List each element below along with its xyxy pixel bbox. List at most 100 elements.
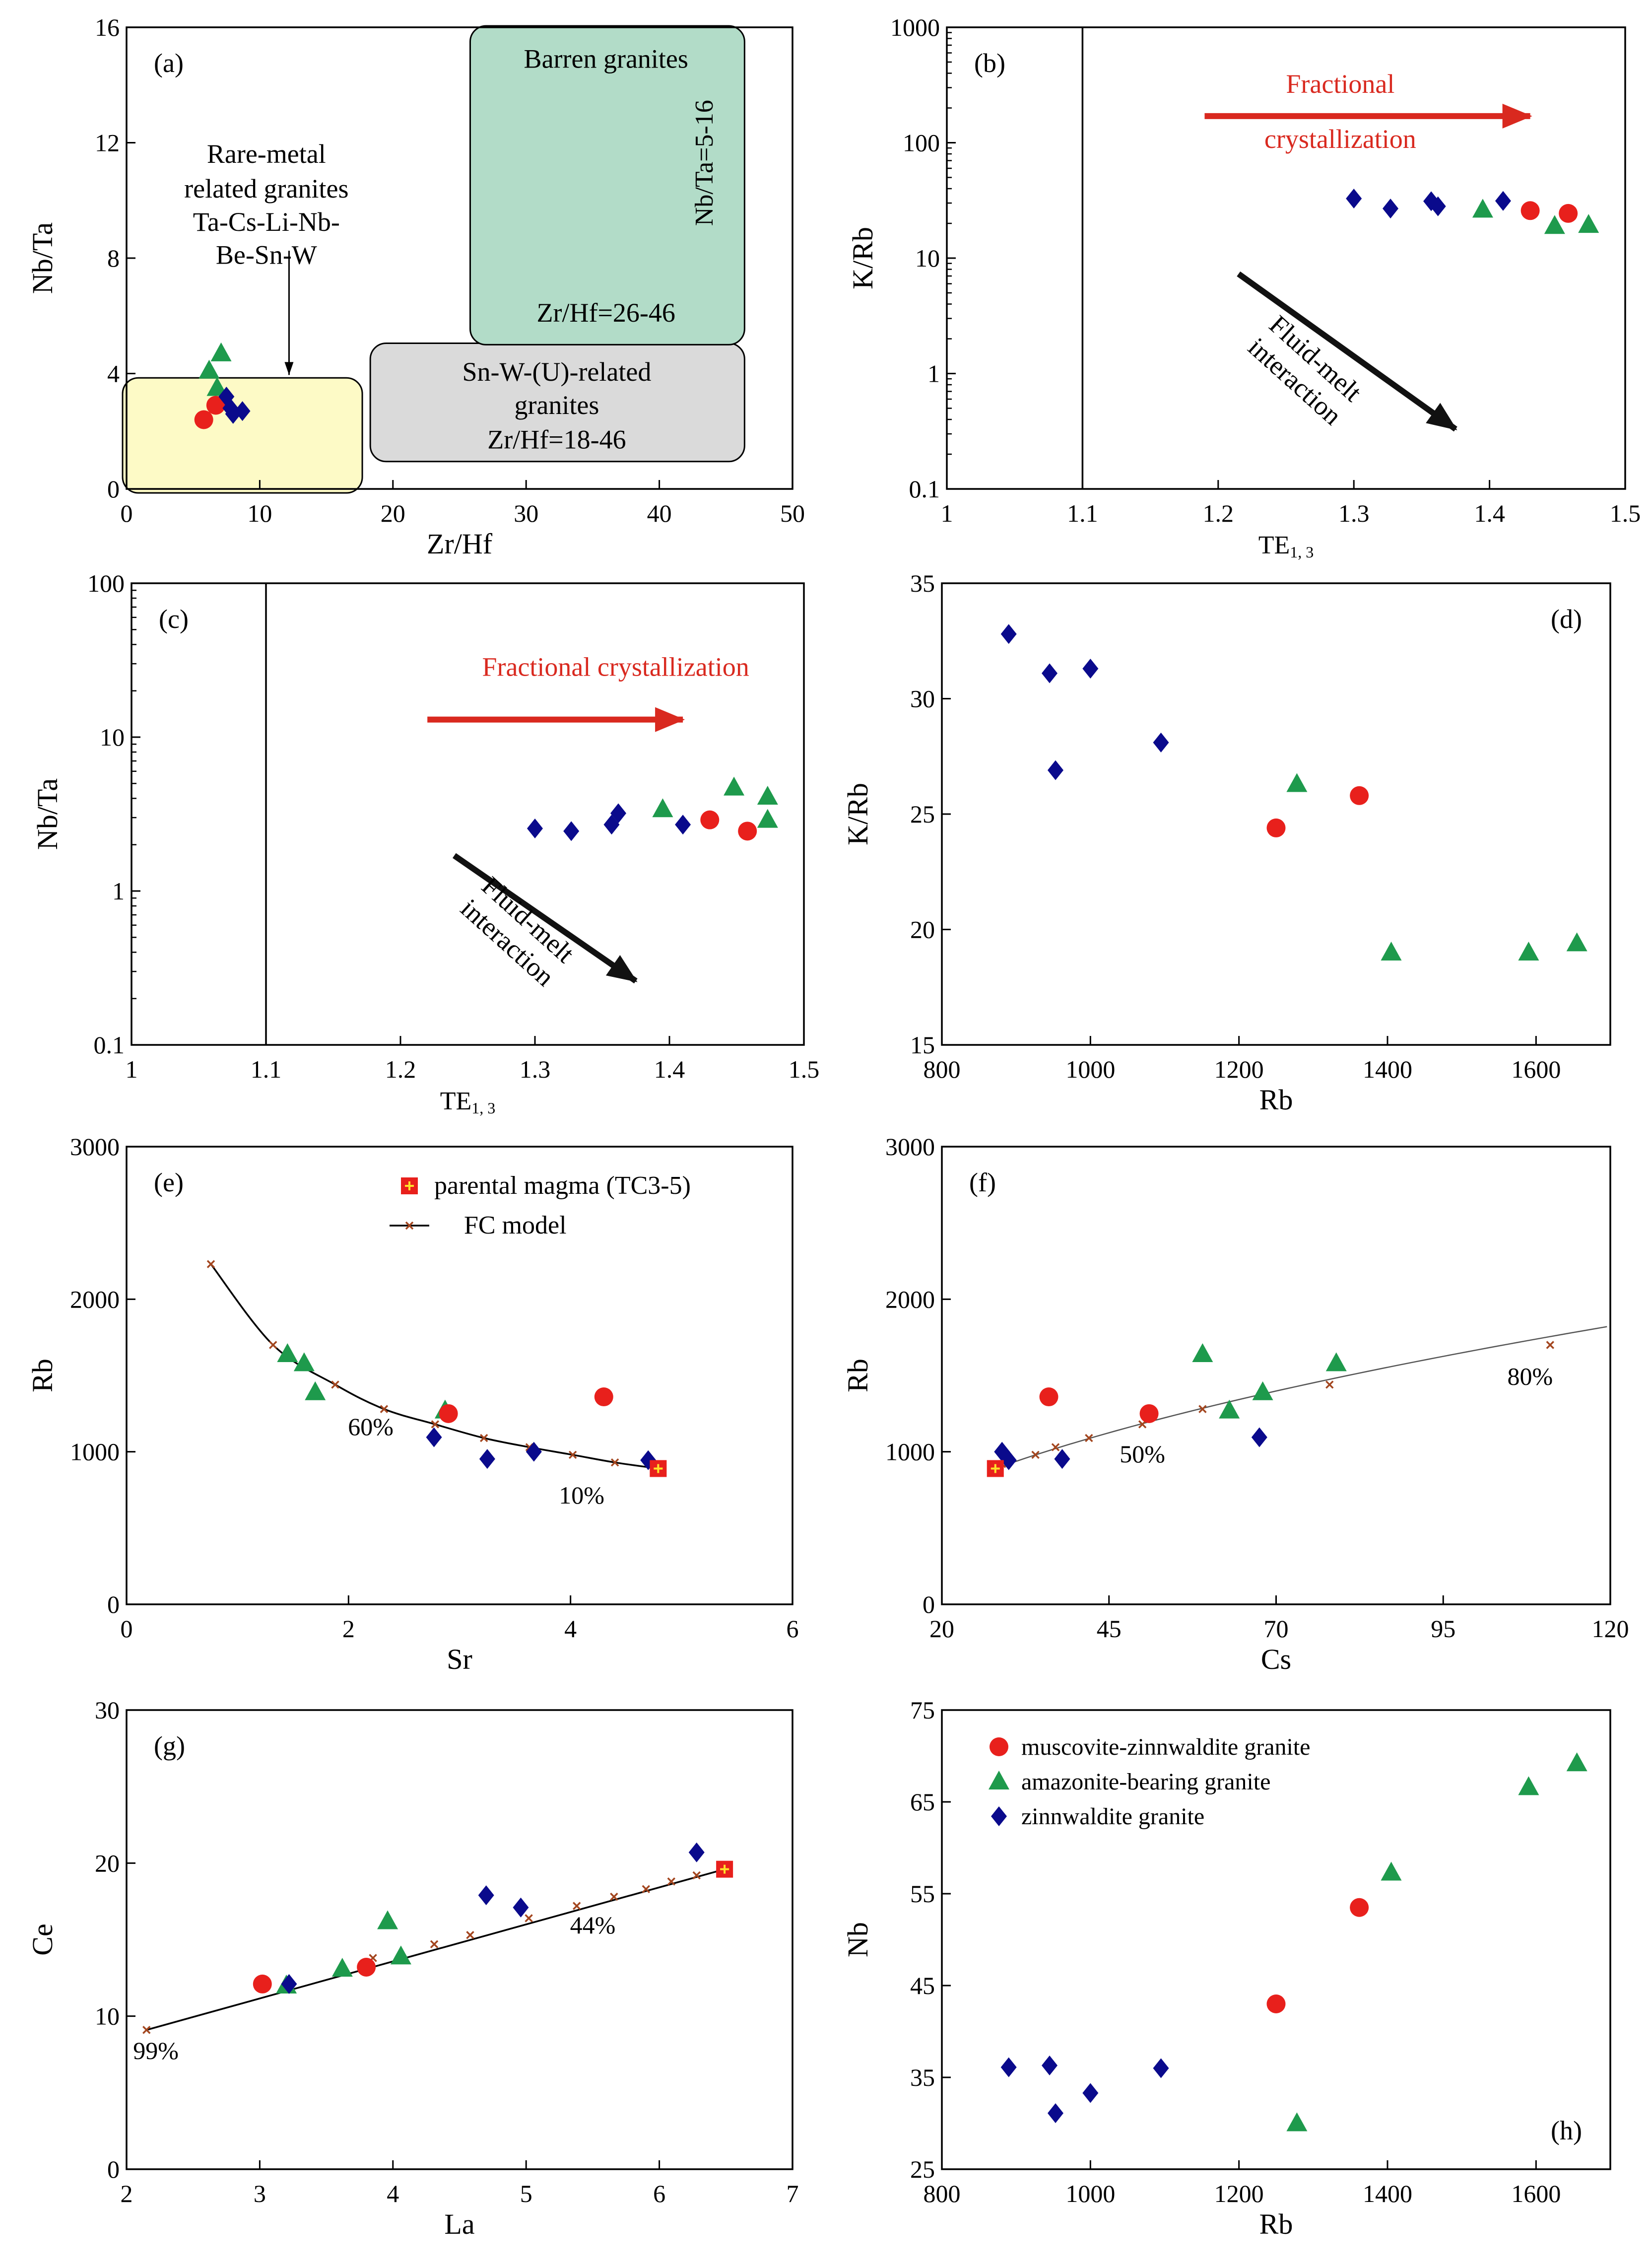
x-tick-label: 50 — [780, 499, 805, 527]
parental-cross — [654, 1464, 663, 1473]
panel-label: (f) — [969, 1168, 996, 1197]
y-tick-label: 0 — [107, 2155, 120, 2183]
legend-label: amazonite-bearing granite — [1021, 1769, 1270, 1795]
zinnwaldite-point — [527, 818, 543, 838]
amazonite-point — [206, 377, 228, 396]
region-barren — [469, 25, 745, 345]
y-axis-label: K/Rb — [847, 227, 879, 289]
y-tick-label: 30 — [910, 685, 935, 713]
y-tick-label: 25 — [910, 2155, 935, 2183]
fc-model-point — [642, 1885, 650, 1893]
y-tick-label: 1 — [112, 877, 125, 905]
amazonite-point — [331, 1958, 353, 1977]
y-tick-label: 4 — [107, 360, 120, 388]
zinnwaldite-point — [513, 1897, 529, 1918]
pointer-arrowhead — [284, 362, 294, 375]
amazonite-point — [210, 342, 232, 361]
amazonite-point — [1518, 1776, 1539, 1795]
zinnwaldite-point — [1082, 659, 1099, 679]
panel-label: (h) — [1551, 2116, 1582, 2145]
y-tick-label: 1 — [927, 360, 940, 388]
fraction-label: 10% — [559, 1481, 604, 1509]
fraction-label: 44% — [570, 1911, 616, 1939]
muscovite-point — [1350, 1898, 1369, 1917]
x-tick-label: 95 — [1431, 1615, 1455, 1643]
fc-model-point — [380, 1405, 389, 1413]
zinnwaldite-point — [1153, 732, 1169, 753]
amazonite-point — [1472, 199, 1493, 218]
fc-model-point — [692, 1871, 701, 1880]
fluid-arrow-label: Fluid-meltinteraction — [455, 870, 581, 992]
x-tick-label: 1.5 — [789, 1055, 820, 1083]
x-tick-label: 2 — [121, 2180, 133, 2207]
y-tick-label: 20 — [910, 916, 935, 944]
x-axis-label: Rb — [1259, 1084, 1293, 1116]
plot-frame — [126, 1146, 793, 1605]
y-tick-label: 1000 — [890, 13, 940, 41]
fluid-arrow-label: Fluid-meltinteraction — [1243, 309, 1368, 430]
fc-model-point — [610, 1892, 618, 1901]
fc-model-point — [610, 1458, 619, 1467]
plot-frame — [126, 1709, 793, 2170]
x-tick-label: 7 — [787, 2180, 799, 2207]
x-tick-label: 1000 — [1065, 1055, 1115, 1083]
fc-model-point — [667, 1877, 675, 1886]
fc-model-point — [331, 1380, 339, 1389]
muscovite-point — [1266, 1994, 1286, 2013]
amazonite-point — [1544, 215, 1565, 234]
region-label: Zr/Hf=26-46 — [537, 298, 675, 328]
y-axis-label: Nb — [842, 1922, 874, 1957]
y-tick-label: 55 — [910, 1880, 935, 1908]
plot-frame — [941, 1709, 1611, 2170]
y-tick-label: 8 — [107, 244, 120, 272]
fc-model-point — [206, 1260, 215, 1268]
y-tick-label: 65 — [910, 1788, 935, 1816]
panel-label: (d) — [1551, 604, 1582, 634]
x-tick-label: 1200 — [1214, 2180, 1264, 2207]
x-axis-label: Zr/Hf — [427, 528, 493, 560]
y-tick-label: 20 — [95, 1849, 120, 1877]
fc-model-curve — [210, 1263, 659, 1470]
parental-cross — [405, 1181, 414, 1190]
zinnwaldite-point — [1430, 196, 1446, 216]
y-tick-label: 1000 — [70, 1438, 120, 1466]
x-tick-label: 45 — [1097, 1615, 1122, 1643]
muscovite-point — [194, 410, 213, 429]
fc-model-point — [405, 1221, 414, 1230]
x-tick-label: 0 — [121, 1615, 133, 1643]
panel-label: (a) — [154, 48, 184, 78]
zinnwaldite-point — [479, 1449, 495, 1469]
amazonite-point — [652, 798, 673, 818]
fc-legend: parental magma (TC3-5) FC model — [390, 1171, 691, 1239]
x-tick-label: 1.1 — [251, 1055, 282, 1083]
zinnwaldite-point — [281, 1974, 297, 1994]
amazonite-point — [724, 776, 745, 796]
y-tick-label: 15 — [910, 1031, 935, 1059]
x-tick-label: 20 — [381, 499, 405, 527]
amazonite-point — [1566, 932, 1587, 952]
zinnwaldite-point — [675, 815, 691, 835]
fc-model-point — [1031, 1450, 1040, 1459]
x-axis-label: Rb — [1259, 2208, 1293, 2240]
fc-model-point — [479, 1434, 488, 1443]
amazonite-point — [757, 809, 778, 828]
x-tick-label: 1.5 — [1610, 499, 1641, 527]
y-tick-label: 0 — [107, 1590, 120, 1618]
y-tick-label: 25 — [910, 800, 935, 828]
x-axis-label: Sr — [447, 1643, 472, 1675]
y-axis-label: Rb — [26, 1359, 59, 1392]
x-tick-label: 40 — [647, 499, 672, 527]
x-tick-label: 1.2 — [1203, 499, 1234, 527]
fraction-label: 80% — [1508, 1362, 1553, 1390]
region-label: Be-Sn-W — [216, 240, 317, 270]
zinnwaldite-point — [478, 1885, 494, 1906]
zinnwaldite-point — [1346, 189, 1362, 209]
muscovite-point — [738, 822, 757, 841]
y-tick-label: 45 — [910, 1972, 935, 1999]
y-tick-label: 2000 — [70, 1285, 120, 1313]
legend-label: FC model — [464, 1211, 567, 1239]
y-tick-label: 3000 — [70, 1133, 120, 1161]
fc-model-point — [1051, 1443, 1060, 1451]
y-tick-label: 0.1 — [94, 1031, 125, 1059]
amazonite-point — [1286, 773, 1308, 792]
